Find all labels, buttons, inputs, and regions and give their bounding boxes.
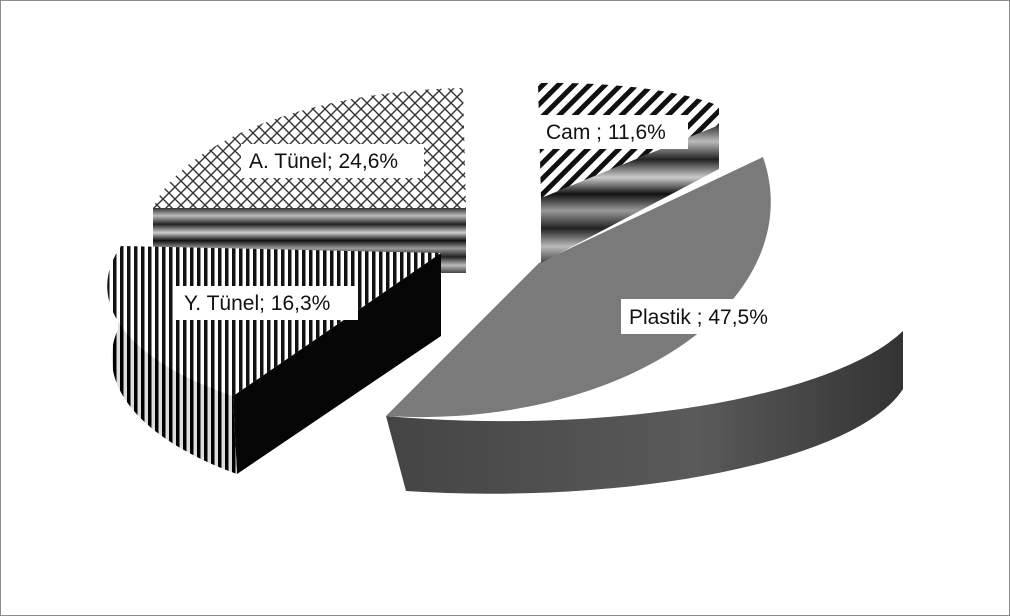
slice-plastik-top	[386, 157, 771, 418]
label-a-tunel-text: A. Tünel; 24,6%	[249, 150, 398, 173]
slice-y-tunel-side	[233, 253, 441, 474]
label-plastik: Plastik ; 47,5%	[621, 299, 794, 334]
label-y-tunel-box	[176, 286, 358, 320]
label-cam-box	[538, 115, 688, 149]
label-a-tunel: A. Tünel; 24,6%	[241, 144, 424, 178]
slice-y-tunel-top	[107, 246, 441, 396]
slice-plastik-side	[386, 331, 903, 494]
label-plastik-box	[621, 299, 794, 334]
label-y-tunel: Y. Tünel; 16,3%	[176, 286, 358, 320]
slice-y-tunel	[107, 246, 441, 474]
slice-a-tunel	[153, 88, 466, 273]
label-cam-text: Cam ; 11,6%	[546, 121, 666, 144]
slice-cam-side	[541, 125, 719, 263]
label-cam: Cam ; 11,6%	[538, 115, 688, 149]
label-y-tunel-text: Y. Tünel; 16,3%	[184, 292, 330, 315]
slice-plastik	[386, 157, 903, 494]
label-plastik-text: Plastik ; 47,5%	[629, 306, 768, 329]
label-a-tunel-box	[241, 144, 424, 178]
